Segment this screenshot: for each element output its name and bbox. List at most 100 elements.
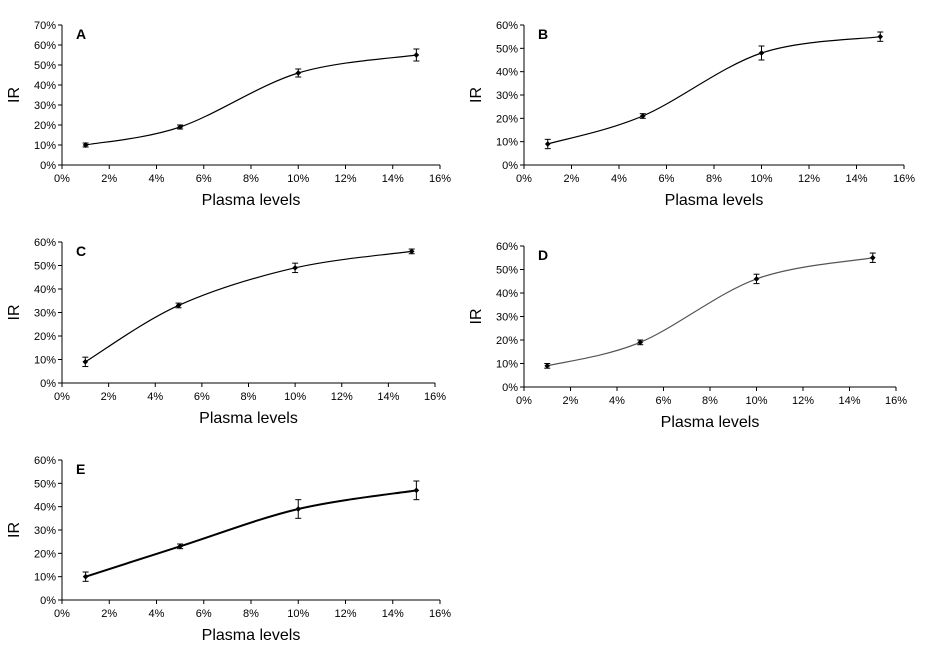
- y-tick-label: 10%: [496, 137, 518, 149]
- x-tick-label: 0%: [54, 173, 70, 185]
- x-tick-label: 6%: [656, 395, 672, 407]
- y-tick-label: 60%: [34, 40, 56, 52]
- x-tick-label: 4%: [149, 173, 165, 185]
- x-tick-label: 6%: [196, 608, 212, 620]
- y-tick-label: 60%: [34, 237, 56, 249]
- data-point: [637, 339, 644, 346]
- data-point: [544, 363, 551, 369]
- panel-label: E: [76, 461, 85, 477]
- y-axis-title: IR: [6, 87, 23, 103]
- x-tick-label: 2%: [101, 608, 117, 620]
- y-tick-label: 50%: [34, 261, 56, 273]
- data-point: [877, 33, 884, 40]
- chart-panel-b: 0% 10% 20% 30% 40% 50% 60% 0% 2% 4% 6% 8% 10% 12% 14% 1…: [468, 20, 915, 209]
- x-tick-label: 12%: [331, 391, 353, 403]
- x-tick-label: 8%: [243, 608, 259, 620]
- x-tick-label: 16%: [893, 173, 915, 185]
- y-tick-label: 20%: [34, 120, 56, 132]
- series-line: [85, 489, 417, 578]
- x-tick-label: 14%: [382, 173, 404, 185]
- y-tick-label: 30%: [496, 312, 518, 324]
- data-point: [295, 506, 302, 512]
- y-axis-title: IR: [6, 305, 23, 321]
- x-tick-label: 12%: [792, 395, 814, 407]
- x-tick-label: 4%: [609, 395, 625, 407]
- x-tick-label: 6%: [196, 173, 212, 185]
- chart-panel-a: 0% 10% 20% 30% 40% 50% 60% 70% 0% 2% 4% 6% 8% 10% 12% 1…: [6, 20, 451, 209]
- data-point: [544, 141, 551, 147]
- x-tick-label: 2%: [101, 173, 117, 185]
- chart-panel-e: 0% 10% 20% 30% 40% 50% 60% 0% 2% 4% 6% 8% 10% 12% 14% 1…: [6, 455, 451, 644]
- x-tick-label: 6%: [659, 173, 675, 185]
- x-axis-title: Plasma levels: [661, 414, 760, 431]
- panel-label: C: [76, 243, 86, 259]
- data-point: [82, 142, 89, 148]
- y-tick-label: 10%: [34, 140, 56, 152]
- x-tick-label: 4%: [611, 173, 627, 185]
- y-tick-label: 20%: [496, 335, 518, 347]
- x-tick-label: 14%: [838, 395, 860, 407]
- data-point: [869, 254, 876, 261]
- x-axis-title: Plasma levels: [202, 192, 301, 209]
- x-tick-label: 0%: [516, 173, 532, 185]
- x-tick-label: 16%: [885, 395, 907, 407]
- x-tick-label: 0%: [54, 608, 70, 620]
- x-tick-label: 10%: [287, 608, 309, 620]
- y-axis-title: IR: [6, 522, 23, 538]
- y-tick-label: 30%: [34, 308, 56, 320]
- x-tick-label: 6%: [194, 391, 210, 403]
- x-tick-label: 10%: [284, 391, 306, 403]
- x-tick-label: 8%: [241, 391, 257, 403]
- x-tick-label: 14%: [377, 391, 399, 403]
- chart-panel-d: 0% 10% 20% 30% 40% 50% 60% 0% 2% 4% 6% 8% 10% 12% 14% 1…: [468, 241, 907, 431]
- data-point: [82, 359, 89, 365]
- y-tick-label: 40%: [34, 502, 56, 514]
- y-tick-label: 0%: [40, 595, 56, 607]
- x-tick-label: 14%: [382, 608, 404, 620]
- x-tick-label: 16%: [424, 391, 446, 403]
- y-tick-label: 0%: [40, 160, 56, 172]
- x-axis-title: Plasma levels: [202, 627, 301, 644]
- y-tick-label: 30%: [34, 525, 56, 537]
- x-tick-label: 12%: [334, 173, 356, 185]
- data-point: [758, 50, 765, 56]
- panel-label: B: [538, 26, 548, 42]
- y-tick-label: 0%: [502, 382, 518, 394]
- y-axis-title: IR: [468, 87, 485, 103]
- series-line: [85, 54, 417, 146]
- x-tick-label: 2%: [101, 391, 117, 403]
- x-tick-label: 8%: [702, 395, 718, 407]
- y-tick-label: 50%: [496, 43, 518, 55]
- panel-label: D: [538, 247, 548, 263]
- data-point: [413, 52, 420, 58]
- y-tick-label: 10%: [496, 359, 518, 371]
- y-tick-label: 50%: [34, 478, 56, 490]
- y-tick-label: 50%: [496, 265, 518, 277]
- x-tick-label: 12%: [798, 173, 820, 185]
- y-tick-label: 20%: [496, 113, 518, 125]
- panel-label: A: [76, 26, 86, 42]
- y-tick-label: 50%: [34, 60, 56, 72]
- y-tick-label: 10%: [34, 355, 56, 367]
- y-tick-label: 60%: [34, 455, 56, 467]
- x-tick-label: 16%: [429, 608, 451, 620]
- x-tick-label: 12%: [334, 608, 356, 620]
- data-point: [175, 302, 182, 309]
- series-line: [85, 250, 412, 363]
- data-point: [177, 124, 183, 130]
- x-tick-label: 2%: [564, 173, 580, 185]
- x-tick-label: 16%: [429, 173, 451, 185]
- y-tick-label: 70%: [34, 20, 56, 32]
- y-tick-label: 60%: [496, 241, 518, 253]
- y-tick-label: 20%: [34, 548, 56, 560]
- x-tick-label: 14%: [845, 173, 867, 185]
- y-tick-label: 30%: [34, 100, 56, 112]
- data-point: [292, 265, 298, 271]
- data-point: [82, 573, 89, 580]
- y-tick-label: 40%: [496, 67, 518, 79]
- y-axis-title: IR: [468, 309, 485, 325]
- y-tick-label: 60%: [496, 20, 518, 32]
- y-tick-label: 0%: [502, 160, 518, 172]
- data-point: [639, 113, 646, 119]
